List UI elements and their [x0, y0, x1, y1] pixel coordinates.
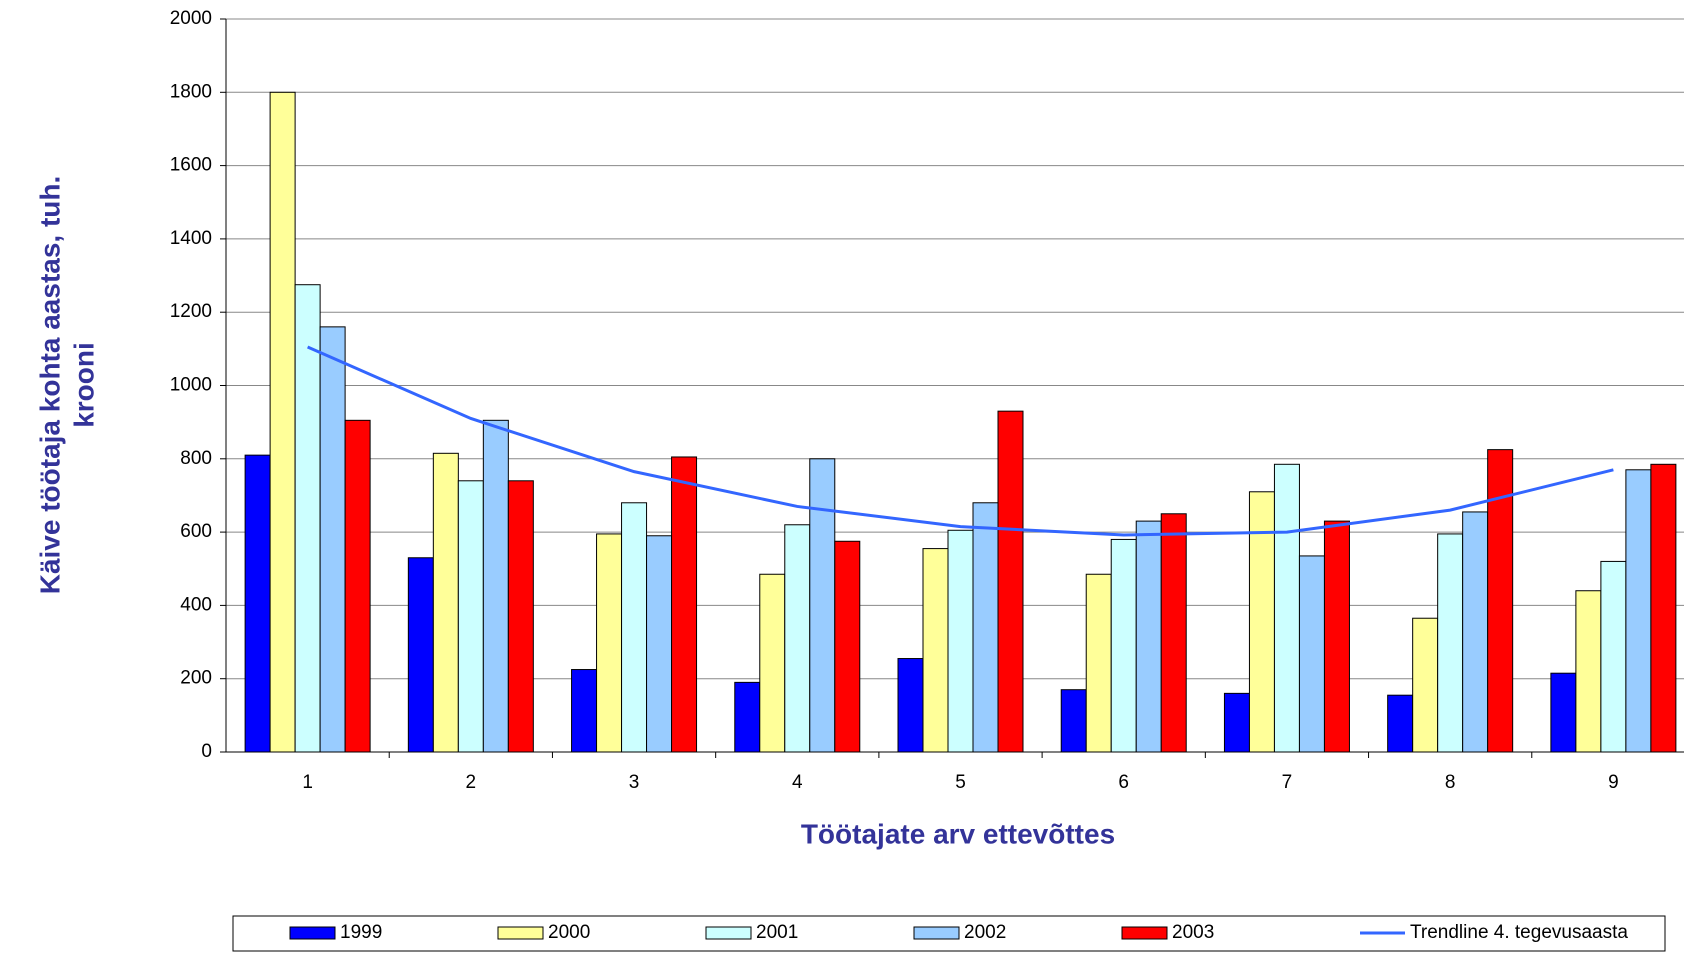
- bar: [344, 419, 371, 753]
- bar: [834, 540, 861, 753]
- trendline: [307, 345, 1614, 537]
- bar: [1110, 538, 1137, 753]
- y-axis-title: krooni: [68, 342, 99, 428]
- y-axis-title: Käive töötaja kohta aastas, tuh.: [34, 176, 65, 595]
- bar: [759, 573, 786, 753]
- bar: [1437, 533, 1464, 753]
- bar: [784, 524, 811, 753]
- bar: [596, 533, 623, 753]
- bar: [1550, 672, 1577, 753]
- legend-swatch: [705, 926, 752, 940]
- legend-swatch: [289, 926, 336, 940]
- bar: [1298, 555, 1325, 753]
- y-tick-label: 1200: [170, 301, 212, 322]
- bar: [646, 535, 673, 753]
- legend-label: Trendline 4. tegevusaasta: [1410, 922, 1628, 943]
- legend-label: 2003: [1172, 922, 1214, 943]
- bar: [432, 452, 459, 753]
- bar: [294, 284, 321, 753]
- bar: [621, 502, 648, 753]
- legend-label: 2002: [964, 922, 1006, 943]
- bar: [1085, 573, 1112, 753]
- x-tick-label: 8: [1445, 772, 1456, 793]
- bar: [482, 419, 509, 753]
- x-tick-label: 6: [1118, 772, 1129, 793]
- bar: [1600, 560, 1627, 753]
- x-axis-title: Töötajate arv ettevõttes: [801, 818, 1115, 849]
- bar: [972, 502, 999, 753]
- bar: [507, 480, 534, 753]
- bar: [1223, 692, 1250, 753]
- legend-label: 2000: [548, 922, 590, 943]
- bar: [671, 456, 698, 753]
- legend-swatch: [913, 926, 960, 940]
- y-tick-label: 1400: [170, 228, 212, 249]
- bar: [947, 529, 974, 753]
- bar: [1625, 469, 1652, 753]
- x-tick-label: 1: [302, 772, 313, 793]
- bar: [1248, 491, 1275, 753]
- x-tick-label: 9: [1608, 772, 1619, 793]
- legend-label: 1999: [340, 922, 382, 943]
- bar: [734, 681, 761, 753]
- x-tick-label: 2: [466, 772, 477, 793]
- y-tick-label: 400: [180, 594, 212, 615]
- bar: [997, 410, 1024, 753]
- bar: [1273, 463, 1300, 753]
- bar: [922, 548, 949, 753]
- bar: [1060, 689, 1087, 753]
- y-tick-label: 200: [180, 668, 212, 689]
- bar: [1412, 617, 1439, 753]
- y-tick-label: 1800: [170, 81, 212, 102]
- bar: [1650, 463, 1677, 753]
- y-tick-label: 800: [180, 448, 212, 469]
- x-tick-label: 3: [629, 772, 640, 793]
- bar: [1462, 511, 1489, 753]
- bar: [1575, 590, 1602, 753]
- legend-swatch: [497, 926, 544, 940]
- bar: [897, 658, 924, 753]
- bar: [319, 326, 346, 753]
- legend-label: 2001: [756, 922, 798, 943]
- y-tick-label: 2000: [170, 8, 212, 29]
- y-tick-label: 0: [201, 741, 212, 762]
- x-tick-label: 4: [792, 772, 803, 793]
- bar: [1135, 520, 1162, 753]
- bar: [407, 557, 434, 753]
- y-tick-label: 1600: [170, 155, 212, 176]
- bar: [1160, 513, 1187, 753]
- bar: [269, 91, 296, 753]
- bar: [571, 669, 598, 753]
- y-tick-label: 1000: [170, 375, 212, 396]
- bar: [1323, 520, 1350, 753]
- x-tick-label: 7: [1282, 772, 1293, 793]
- bar: [809, 458, 836, 753]
- legend-swatch: [1121, 926, 1168, 940]
- x-tick-label: 5: [955, 772, 966, 793]
- bar: [457, 480, 484, 753]
- bar: [244, 454, 271, 753]
- y-tick-label: 600: [180, 521, 212, 542]
- bar: [1387, 694, 1414, 753]
